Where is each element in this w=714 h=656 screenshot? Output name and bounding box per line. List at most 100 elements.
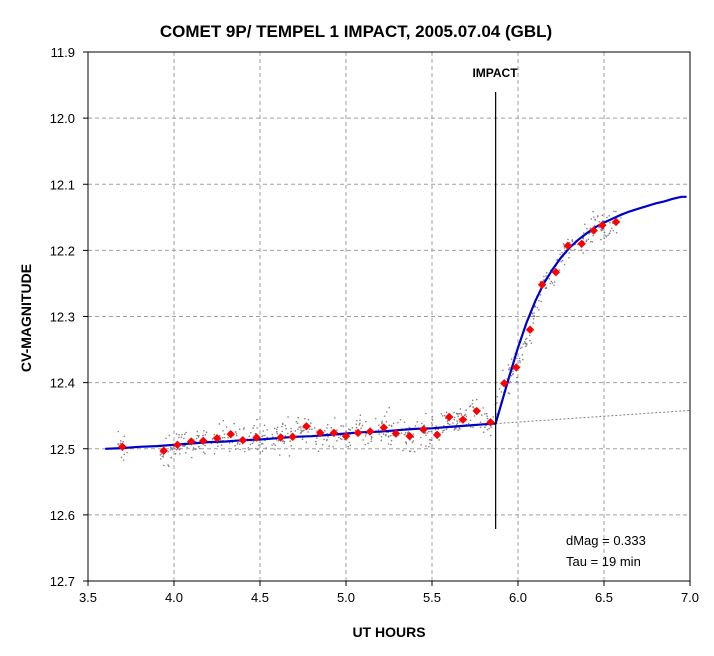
raw-point — [524, 345, 527, 348]
raw-point — [500, 391, 503, 393]
raw-point — [612, 229, 615, 232]
raw-point — [261, 435, 263, 438]
y-tick-label: 12.3 — [50, 310, 75, 325]
raw-point — [330, 426, 333, 429]
raw-point — [480, 414, 483, 416]
raw-point — [123, 453, 126, 456]
raw-point — [190, 456, 193, 459]
raw-point — [585, 240, 588, 242]
raw-point — [360, 427, 362, 429]
raw-point — [297, 416, 299, 419]
raw-point — [463, 414, 466, 417]
raw-point — [211, 438, 214, 440]
raw-point — [472, 426, 474, 429]
raw-point — [180, 436, 183, 438]
raw-point — [370, 440, 373, 443]
raw-point — [362, 439, 364, 441]
binned-point — [238, 435, 247, 445]
raw-point — [447, 422, 450, 425]
raw-point — [484, 413, 486, 415]
raw-point — [338, 436, 340, 439]
raw-point — [425, 434, 427, 437]
raw-point — [553, 284, 555, 286]
raw-point — [445, 428, 448, 431]
raw-point — [179, 453, 181, 455]
raw-point — [516, 357, 518, 360]
raw-point — [429, 442, 431, 445]
raw-point — [315, 443, 317, 446]
raw-point — [608, 232, 611, 234]
raw-point — [441, 431, 444, 434]
raw-point — [431, 424, 434, 426]
y-tick-label: 12.2 — [50, 243, 75, 258]
raw-point — [561, 259, 564, 262]
raw-point — [594, 219, 597, 221]
x-tick-label: 3.5 — [79, 590, 97, 605]
binned-data-points — [118, 217, 621, 455]
raw-point — [523, 340, 526, 343]
raw-point — [227, 436, 229, 439]
raw-point — [275, 428, 278, 431]
raw-point — [248, 435, 251, 438]
raw-point — [355, 426, 358, 429]
raw-point — [392, 422, 395, 425]
raw-point — [222, 419, 225, 422]
raw-point — [256, 418, 258, 421]
raw-point — [300, 431, 303, 434]
y-tick-label: 12.1 — [50, 177, 75, 192]
raw-point — [305, 441, 308, 443]
raw-point — [613, 210, 615, 213]
raw-point — [167, 464, 169, 466]
raw-point — [530, 342, 533, 344]
raw-point — [508, 368, 510, 371]
raw-point — [598, 226, 600, 229]
raw-point — [425, 412, 427, 415]
y-axis-label: CV-MAGNITUDE — [18, 264, 34, 372]
raw-point — [518, 357, 521, 360]
raw-point — [568, 252, 570, 254]
raw-point — [470, 426, 472, 428]
x-tick-label: 4.0 — [165, 590, 183, 605]
raw-point — [414, 425, 417, 427]
raw-point — [347, 445, 349, 448]
x-axis: 3.5 4.0 4.5 5.0 5.5 6.0 6.5 7.0 — [79, 581, 699, 605]
binned-point — [458, 415, 468, 424]
raw-point — [437, 428, 440, 431]
raw-point — [355, 423, 358, 426]
raw-point — [159, 454, 162, 456]
raw-point — [591, 240, 594, 243]
binned-point — [199, 436, 208, 446]
raw-point — [122, 459, 125, 461]
raw-point — [178, 433, 180, 436]
raw-point — [202, 451, 205, 453]
raw-point — [252, 441, 255, 443]
raw-point — [364, 420, 367, 423]
raw-point — [465, 409, 467, 411]
x-tick-label: 5.0 — [337, 590, 355, 605]
raw-point — [294, 430, 297, 432]
raw-point — [263, 424, 266, 427]
raw-point — [274, 444, 277, 447]
raw-point — [262, 430, 265, 432]
raw-point — [532, 317, 535, 320]
raw-point — [228, 450, 231, 453]
raw-point — [507, 364, 510, 366]
baseline-extension-line — [495, 409, 691, 425]
raw-point — [347, 428, 350, 430]
raw-point — [390, 424, 393, 427]
raw-point — [496, 402, 498, 404]
binned-point — [252, 433, 261, 442]
raw-point — [459, 428, 461, 430]
raw-point — [601, 214, 604, 217]
raw-point — [303, 417, 306, 420]
raw-point — [359, 419, 361, 421]
raw-point — [364, 443, 367, 446]
impact-label: IMPACT — [472, 66, 518, 80]
raw-point — [405, 443, 408, 445]
raw-point — [428, 438, 431, 441]
raw-point — [475, 398, 478, 401]
raw-point — [119, 439, 122, 442]
raw-point — [276, 432, 278, 435]
binned-point — [589, 226, 598, 235]
binned-point — [329, 428, 339, 438]
